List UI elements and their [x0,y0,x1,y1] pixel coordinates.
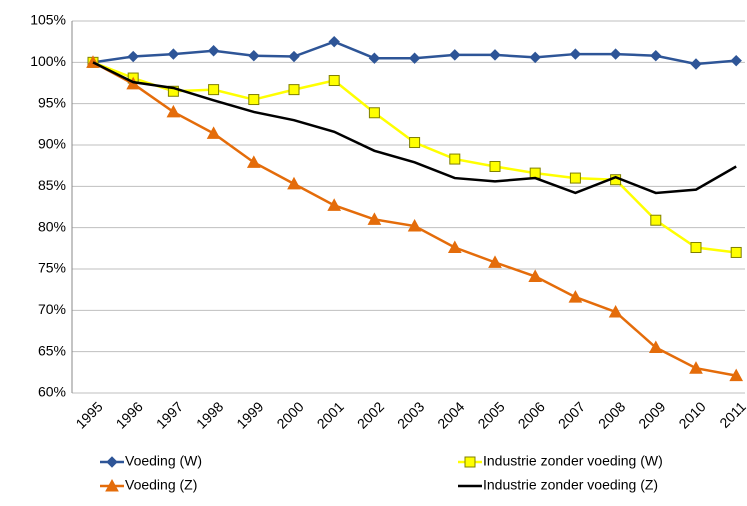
y-tick-label: 100% [30,53,66,69]
data-point [409,137,421,149]
legend-label: Industrie zonder voeding (W) [483,453,663,469]
data-point [689,361,703,374]
data-point [167,85,179,97]
legend-label: Voeding (Z) [125,477,197,493]
data-point [489,160,501,172]
data-point [528,269,543,282]
x-tick-label: 2009 [635,398,668,431]
data-point [367,212,382,225]
y-tick-label: 90% [38,136,66,152]
data-point [408,52,421,64]
x-tick-label: 2008 [595,398,628,431]
x-tick-label: 2001 [314,398,347,431]
data-point [569,172,581,184]
x-tick-label: 1998 [193,398,226,431]
x-tick-label: 1999 [233,398,266,431]
data-point [690,58,702,70]
data-point [447,240,462,254]
data-point [287,176,301,190]
x-tick-label: 2004 [434,398,467,431]
x-tick-label: 1995 [72,398,105,431]
x-tick-label: 2006 [515,398,548,431]
data-point [529,51,541,64]
data-point [127,50,139,63]
x-tick-label: 2002 [354,398,387,431]
data-point [288,84,300,96]
data-point [449,49,461,61]
data-point [568,290,583,303]
data-point [449,153,461,165]
data-point [207,45,220,57]
y-tick-label: 85% [38,177,66,193]
data-point [529,167,541,179]
data-point [248,94,260,106]
data-point [368,52,381,64]
data-point [730,54,742,67]
x-tick-label: 2005 [474,398,507,431]
y-tick-label: 75% [38,260,66,276]
legend-marker [105,478,119,492]
data-point [167,48,180,60]
legend-marker [464,456,476,468]
data-point [407,218,422,232]
x-tick-label: 1996 [113,398,146,431]
y-tick-label: 80% [38,218,66,234]
data-point [569,48,582,60]
data-point [489,49,501,61]
data-point [206,126,221,139]
data-point [328,75,340,87]
data-point [368,107,380,119]
data-point [609,48,622,60]
data-point [488,255,502,268]
legend-label: Industrie zonder voeding (Z) [483,477,658,493]
legend-label: Voeding (W) [125,453,202,469]
x-tick-label: 2010 [675,398,708,431]
data-point [246,155,261,168]
data-point [327,198,342,211]
x-tick-label: 2000 [273,398,306,431]
legend-marker [106,456,118,468]
data-point [288,50,300,63]
y-tick-label: 70% [38,301,66,317]
data-point [690,242,702,254]
x-tick-label: 2003 [394,398,427,431]
series-line [92,61,737,195]
data-point [608,304,623,318]
data-point [166,104,181,118]
y-tick-label: 95% [38,94,66,110]
y-tick-label: 65% [38,342,66,358]
y-tick-label: 60% [38,384,66,400]
x-tick-label: 2011 [716,398,747,431]
data-point [650,50,662,62]
data-point [730,246,742,258]
y-tick-label: 105% [30,12,66,28]
data-point [729,368,744,382]
data-point [648,340,663,354]
data-point [650,214,662,226]
data-point [208,84,220,96]
x-tick-label: 2007 [555,398,588,431]
data-point [248,50,260,62]
x-tick-label: 1997 [153,398,186,431]
data-point [328,35,340,48]
